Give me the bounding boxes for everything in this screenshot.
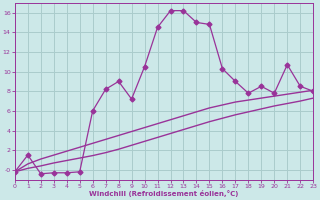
X-axis label: Windchill (Refroidissement éolien,°C): Windchill (Refroidissement éolien,°C) bbox=[89, 190, 239, 197]
